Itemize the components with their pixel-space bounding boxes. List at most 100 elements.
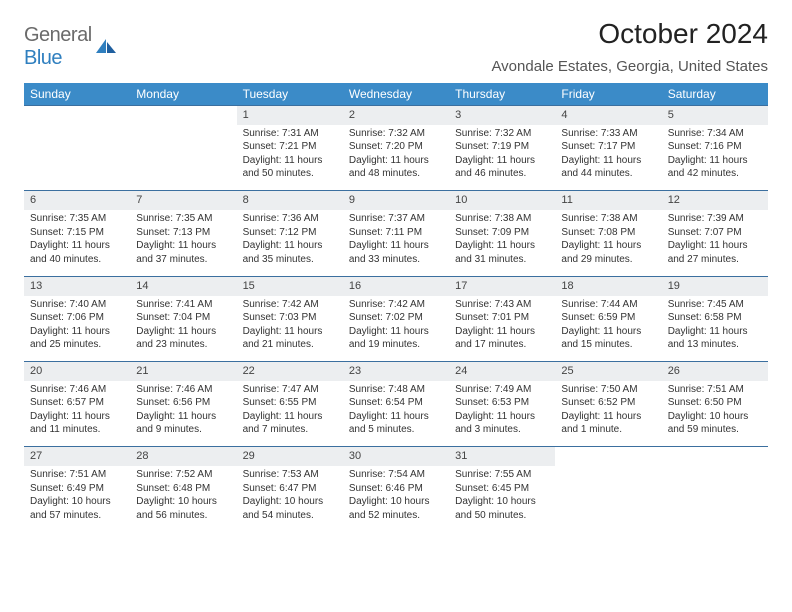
day-details: Sunrise: 7:32 AMSunset: 7:20 PMDaylight:…	[349, 127, 443, 181]
day-header-row: SundayMondayTuesdayWednesdayThursdayFrid…	[24, 83, 768, 106]
day-content-cell: Sunrise: 7:32 AMSunset: 7:20 PMDaylight:…	[343, 125, 449, 191]
day-content-cell	[662, 466, 768, 532]
day-number-cell	[662, 447, 768, 466]
day-details: Sunrise: 7:43 AMSunset: 7:01 PMDaylight:…	[455, 298, 549, 352]
logo-sail-icon	[96, 39, 118, 55]
day-content-cell: Sunrise: 7:49 AMSunset: 6:53 PMDaylight:…	[449, 381, 555, 447]
day-details: Sunrise: 7:48 AMSunset: 6:54 PMDaylight:…	[349, 383, 443, 437]
day-details: Sunrise: 7:41 AMSunset: 7:04 PMDaylight:…	[136, 298, 230, 352]
day-details: Sunrise: 7:51 AMSunset: 6:50 PMDaylight:…	[668, 383, 762, 437]
content-row: Sunrise: 7:35 AMSunset: 7:15 PMDaylight:…	[24, 210, 768, 276]
day-content-cell: Sunrise: 7:43 AMSunset: 7:01 PMDaylight:…	[449, 296, 555, 362]
day-number-cell: 20	[24, 362, 130, 381]
day-content-cell: Sunrise: 7:45 AMSunset: 6:58 PMDaylight:…	[662, 296, 768, 362]
day-details: Sunrise: 7:52 AMSunset: 6:48 PMDaylight:…	[136, 468, 230, 522]
day-content-cell: Sunrise: 7:36 AMSunset: 7:12 PMDaylight:…	[237, 210, 343, 276]
day-details: Sunrise: 7:47 AMSunset: 6:55 PMDaylight:…	[243, 383, 337, 437]
day-number-cell: 16	[343, 276, 449, 295]
day-details: Sunrise: 7:46 AMSunset: 6:56 PMDaylight:…	[136, 383, 230, 437]
day-number-cell: 3	[449, 106, 555, 125]
day-content-cell: Sunrise: 7:52 AMSunset: 6:48 PMDaylight:…	[130, 466, 236, 532]
day-content-cell: Sunrise: 7:35 AMSunset: 7:15 PMDaylight:…	[24, 210, 130, 276]
day-number-cell: 17	[449, 276, 555, 295]
day-content-cell: Sunrise: 7:42 AMSunset: 7:02 PMDaylight:…	[343, 296, 449, 362]
day-number-cell: 14	[130, 276, 236, 295]
day-number-cell: 28	[130, 447, 236, 466]
day-number-cell: 26	[662, 362, 768, 381]
day-content-cell: Sunrise: 7:34 AMSunset: 7:16 PMDaylight:…	[662, 125, 768, 191]
day-content-cell	[555, 466, 661, 532]
day-number-cell: 2	[343, 106, 449, 125]
day-number-cell: 24	[449, 362, 555, 381]
day-content-cell: Sunrise: 7:42 AMSunset: 7:03 PMDaylight:…	[237, 296, 343, 362]
day-content-cell: Sunrise: 7:51 AMSunset: 6:50 PMDaylight:…	[662, 381, 768, 447]
day-details: Sunrise: 7:51 AMSunset: 6:49 PMDaylight:…	[30, 468, 124, 522]
day-content-cell: Sunrise: 7:35 AMSunset: 7:13 PMDaylight:…	[130, 210, 236, 276]
day-header: Wednesday	[343, 83, 449, 106]
day-content-cell: Sunrise: 7:44 AMSunset: 6:59 PMDaylight:…	[555, 296, 661, 362]
day-number-cell	[24, 106, 130, 125]
day-number-cell: 22	[237, 362, 343, 381]
day-details: Sunrise: 7:31 AMSunset: 7:21 PMDaylight:…	[243, 127, 337, 181]
day-details: Sunrise: 7:32 AMSunset: 7:19 PMDaylight:…	[455, 127, 549, 181]
day-number-cell: 13	[24, 276, 130, 295]
day-header: Thursday	[449, 83, 555, 106]
day-details: Sunrise: 7:46 AMSunset: 6:57 PMDaylight:…	[30, 383, 124, 437]
daynum-row: 12345	[24, 106, 768, 125]
day-number-cell: 29	[237, 447, 343, 466]
day-details: Sunrise: 7:42 AMSunset: 7:02 PMDaylight:…	[349, 298, 443, 352]
location: Avondale Estates, Georgia, United States	[491, 58, 768, 75]
day-details: Sunrise: 7:39 AMSunset: 7:07 PMDaylight:…	[668, 212, 762, 266]
day-content-cell: Sunrise: 7:39 AMSunset: 7:07 PMDaylight:…	[662, 210, 768, 276]
day-content-cell: Sunrise: 7:46 AMSunset: 6:56 PMDaylight:…	[130, 381, 236, 447]
day-details: Sunrise: 7:44 AMSunset: 6:59 PMDaylight:…	[561, 298, 655, 352]
day-header: Tuesday	[237, 83, 343, 106]
content-row: Sunrise: 7:46 AMSunset: 6:57 PMDaylight:…	[24, 381, 768, 447]
day-details: Sunrise: 7:40 AMSunset: 7:06 PMDaylight:…	[30, 298, 124, 352]
day-content-cell: Sunrise: 7:41 AMSunset: 7:04 PMDaylight:…	[130, 296, 236, 362]
day-content-cell: Sunrise: 7:40 AMSunset: 7:06 PMDaylight:…	[24, 296, 130, 362]
daynum-row: 6789101112	[24, 191, 768, 210]
day-details: Sunrise: 7:54 AMSunset: 6:46 PMDaylight:…	[349, 468, 443, 522]
day-number-cell: 30	[343, 447, 449, 466]
day-content-cell: Sunrise: 7:38 AMSunset: 7:09 PMDaylight:…	[449, 210, 555, 276]
logo-text-blue: Blue	[24, 47, 62, 69]
day-content-cell: Sunrise: 7:48 AMSunset: 6:54 PMDaylight:…	[343, 381, 449, 447]
day-content-cell: Sunrise: 7:46 AMSunset: 6:57 PMDaylight:…	[24, 381, 130, 447]
day-content-cell: Sunrise: 7:54 AMSunset: 6:46 PMDaylight:…	[343, 466, 449, 532]
content-row: Sunrise: 7:31 AMSunset: 7:21 PMDaylight:…	[24, 125, 768, 191]
daynum-row: 13141516171819	[24, 276, 768, 295]
day-number-cell: 7	[130, 191, 236, 210]
day-number-cell: 18	[555, 276, 661, 295]
day-details: Sunrise: 7:45 AMSunset: 6:58 PMDaylight:…	[668, 298, 762, 352]
day-details: Sunrise: 7:33 AMSunset: 7:17 PMDaylight:…	[561, 127, 655, 181]
day-number-cell: 23	[343, 362, 449, 381]
day-details: Sunrise: 7:38 AMSunset: 7:09 PMDaylight:…	[455, 212, 549, 266]
day-details: Sunrise: 7:53 AMSunset: 6:47 PMDaylight:…	[243, 468, 337, 522]
day-number-cell: 11	[555, 191, 661, 210]
day-header: Sunday	[24, 83, 130, 106]
logo-text: General Blue	[24, 24, 92, 70]
day-content-cell: Sunrise: 7:31 AMSunset: 7:21 PMDaylight:…	[237, 125, 343, 191]
day-header: Friday	[555, 83, 661, 106]
title-block: October 2024 Avondale Estates, Georgia, …	[491, 18, 768, 75]
day-content-cell: Sunrise: 7:47 AMSunset: 6:55 PMDaylight:…	[237, 381, 343, 447]
calendar-table: SundayMondayTuesdayWednesdayThursdayFrid…	[24, 83, 768, 532]
day-number-cell: 15	[237, 276, 343, 295]
day-number-cell: 6	[24, 191, 130, 210]
day-content-cell: Sunrise: 7:33 AMSunset: 7:17 PMDaylight:…	[555, 125, 661, 191]
day-details: Sunrise: 7:35 AMSunset: 7:13 PMDaylight:…	[136, 212, 230, 266]
day-number-cell: 4	[555, 106, 661, 125]
day-number-cell: 9	[343, 191, 449, 210]
content-row: Sunrise: 7:51 AMSunset: 6:49 PMDaylight:…	[24, 466, 768, 532]
day-details: Sunrise: 7:35 AMSunset: 7:15 PMDaylight:…	[30, 212, 124, 266]
day-details: Sunrise: 7:34 AMSunset: 7:16 PMDaylight:…	[668, 127, 762, 181]
day-number-cell: 19	[662, 276, 768, 295]
day-content-cell: Sunrise: 7:55 AMSunset: 6:45 PMDaylight:…	[449, 466, 555, 532]
logo: General Blue	[24, 24, 118, 70]
day-content-cell: Sunrise: 7:51 AMSunset: 6:49 PMDaylight:…	[24, 466, 130, 532]
day-number-cell: 31	[449, 447, 555, 466]
day-number-cell	[555, 447, 661, 466]
content-row: Sunrise: 7:40 AMSunset: 7:06 PMDaylight:…	[24, 296, 768, 362]
day-number-cell: 8	[237, 191, 343, 210]
